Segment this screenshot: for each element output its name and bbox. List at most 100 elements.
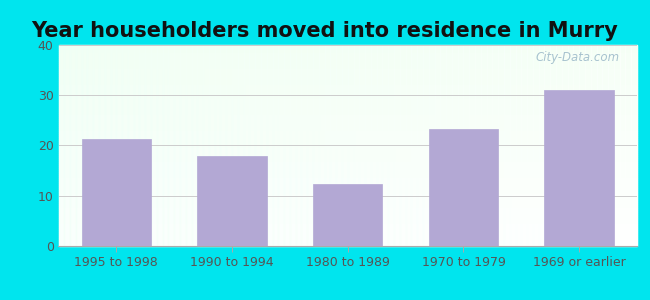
Bar [58, 168, 637, 169]
Bar [58, 236, 637, 238]
Bar [58, 128, 637, 129]
Bar [545, 90, 614, 246]
Bar [435, 45, 440, 246]
Bar [562, 45, 567, 246]
Bar [58, 230, 637, 232]
Bar [603, 45, 608, 246]
Bar [58, 51, 637, 53]
Bar [232, 45, 238, 246]
Bar [58, 244, 637, 246]
Bar [58, 228, 637, 230]
Bar [493, 45, 498, 246]
Bar [58, 107, 637, 109]
Bar [365, 45, 371, 246]
Bar [324, 45, 330, 246]
Bar [272, 45, 278, 246]
Bar [579, 45, 585, 246]
Bar [58, 206, 637, 208]
Bar [556, 45, 562, 246]
Bar [487, 45, 493, 246]
Bar [58, 103, 637, 105]
Bar [58, 117, 637, 119]
Bar [58, 59, 637, 61]
Bar [313, 184, 382, 246]
Bar [192, 45, 198, 246]
Bar [58, 105, 637, 107]
Bar [58, 79, 637, 81]
Bar [58, 146, 637, 148]
Bar [266, 45, 272, 246]
Bar [58, 154, 637, 155]
Bar [209, 45, 214, 246]
Bar [70, 45, 76, 246]
Bar [128, 45, 134, 246]
Bar [244, 45, 250, 246]
Bar [58, 238, 637, 240]
Bar [585, 45, 591, 246]
Bar [58, 134, 637, 135]
Bar [198, 45, 203, 246]
Bar [417, 45, 423, 246]
Bar [318, 45, 324, 246]
Bar [382, 45, 388, 246]
Bar [58, 81, 637, 83]
Bar [58, 222, 637, 224]
Bar [58, 71, 637, 73]
Bar [58, 101, 637, 103]
Bar [475, 45, 481, 246]
Bar [469, 45, 475, 246]
Bar [58, 220, 637, 222]
Bar [58, 122, 637, 123]
Bar [58, 155, 637, 158]
Bar [527, 45, 533, 246]
Bar [58, 196, 637, 198]
Bar [58, 184, 637, 186]
Bar [58, 109, 637, 111]
Bar [58, 216, 637, 218]
Bar [122, 45, 128, 246]
Bar [116, 45, 122, 246]
Bar [58, 99, 637, 101]
Bar [377, 45, 382, 246]
Bar [58, 129, 637, 131]
Bar [99, 45, 105, 246]
Bar [58, 180, 637, 182]
Bar [533, 45, 539, 246]
Bar [545, 45, 550, 246]
Bar [58, 194, 637, 196]
Bar [429, 45, 435, 246]
Bar [631, 45, 637, 246]
Bar [58, 190, 637, 192]
Bar [429, 129, 498, 246]
Bar [567, 45, 573, 246]
Bar [58, 169, 637, 172]
Bar [597, 45, 603, 246]
Bar [58, 142, 637, 143]
Bar [371, 45, 377, 246]
Bar [58, 45, 637, 47]
Bar [58, 166, 637, 168]
Bar [58, 188, 637, 190]
Bar [58, 186, 637, 188]
Bar [290, 45, 296, 246]
Bar [58, 49, 637, 51]
Bar [608, 45, 614, 246]
Bar [105, 45, 111, 246]
Bar [58, 158, 637, 160]
Bar [58, 87, 637, 89]
Bar [619, 45, 625, 246]
Bar [515, 45, 521, 246]
Bar [180, 45, 186, 246]
Bar [463, 45, 469, 246]
Text: Year householders moved into residence in Murry: Year householders moved into residence i… [32, 21, 618, 41]
Bar [162, 45, 168, 246]
Bar [411, 45, 417, 246]
Bar [58, 115, 637, 117]
Bar [58, 152, 637, 154]
Bar [406, 45, 411, 246]
Text: City-Data.com: City-Data.com [536, 51, 619, 64]
Bar [58, 125, 637, 128]
Bar [58, 178, 637, 180]
Bar [58, 55, 637, 57]
Bar [226, 45, 232, 246]
